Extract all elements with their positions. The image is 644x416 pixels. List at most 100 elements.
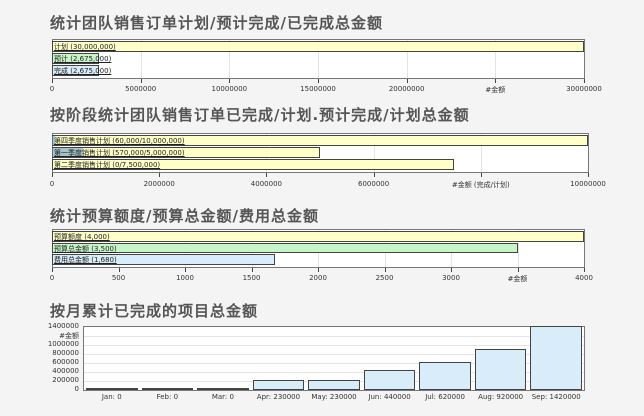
- x-tick-label: 0: [49, 274, 55, 282]
- x-tick-label: 30000000: [566, 85, 602, 93]
- bar: [52, 159, 454, 170]
- tick-mark: [480, 173, 482, 177]
- tick-mark: [52, 268, 53, 272]
- gridline: [140, 40, 142, 78]
- chart-title: 统计团队销售订单计划/预计完成/已完成总金额: [50, 14, 383, 32]
- x-tick-label: 2000000: [143, 180, 175, 188]
- bar: [474, 348, 527, 390]
- tick-mark: [140, 79, 142, 83]
- bar: [530, 326, 582, 390]
- chart-title: 按月累计已完成的项目总金额: [50, 302, 259, 320]
- tick-mark: [318, 79, 319, 83]
- gridline: [84, 336, 584, 337]
- x-tick-label: 0: [49, 180, 55, 188]
- x-tick-label: 1500: [242, 274, 261, 282]
- x-tick-label: 3000: [442, 274, 460, 282]
- bar: [52, 242, 518, 254]
- chart-title: 按阶段统计团队销售订单已完成/计划.预计完成/计划总金额: [50, 106, 470, 124]
- x-tick-label: 2000: [309, 274, 327, 282]
- gridline: [373, 134, 375, 172]
- chart-title: 统计预算额度/预算总金额/费用总金额: [50, 207, 319, 225]
- tick-mark: [266, 173, 268, 177]
- tick-mark: [159, 173, 161, 177]
- tick-mark: [52, 173, 53, 177]
- bar: [197, 388, 249, 390]
- x-tick-label: 15000000: [300, 85, 336, 93]
- gridline: [480, 134, 482, 172]
- bar-label: 第四季度销售计划 (60,000/10,000,000): [54, 137, 185, 145]
- x-tick-label: Jun: 440000: [368, 393, 411, 401]
- x-tick-label: 500: [111, 274, 126, 282]
- bar-label: 计划 (30,000,000): [54, 43, 116, 51]
- x-tick-label: 10000000: [570, 180, 606, 188]
- tick-mark: [588, 173, 589, 177]
- bar-label: 预算总金额 (3,500): [54, 244, 117, 253]
- gridline: [406, 40, 408, 78]
- bar: [52, 65, 100, 76]
- x-tick-label: Mar: 0: [211, 393, 234, 401]
- gridline: [318, 40, 319, 78]
- bar-label: 第二季度销售计划 (0/7,500,000): [54, 161, 161, 169]
- tick-mark: [384, 268, 386, 272]
- bar: [141, 388, 194, 390]
- gridline: [229, 40, 231, 78]
- completed-bar: [52, 136, 56, 145]
- tick-mark: [251, 268, 253, 272]
- x-tick-label: Jul: 620000: [425, 393, 465, 401]
- x-tick-label: 20000000: [388, 85, 425, 93]
- gridline: [84, 354, 584, 355]
- gridline: [517, 230, 519, 267]
- tick-mark: [406, 79, 408, 83]
- bar-label: 第一季度销售计划 (570,000/5,000,000): [54, 149, 185, 157]
- bar: [52, 231, 584, 242]
- x-tick-label: Aug: 920000: [478, 393, 524, 401]
- bar-label: 预算额度 (4,000): [54, 233, 110, 241]
- x-tick-label: #金额: [507, 275, 528, 283]
- bar: [52, 41, 584, 52]
- x-tick-label: 4000000: [250, 180, 282, 188]
- x-tick-label: Sep: 1420000: [531, 393, 581, 401]
- x-tick-label: Feb: 0: [156, 393, 179, 401]
- bar-label: 预计 (2,675,000): [54, 55, 112, 63]
- y-tick-label: 600000: [52, 358, 79, 366]
- tick-mark: [517, 268, 519, 272]
- x-tick-label: 4000: [575, 274, 593, 282]
- bar-label: 费用总金额 (1,680): [54, 256, 117, 265]
- x-tick-label: 5000000: [125, 85, 157, 93]
- x-tick-label: 0: [49, 85, 55, 93]
- y-tick-label: 1000000: [47, 340, 79, 348]
- tick-mark: [584, 268, 585, 272]
- y-tick-label: 200000: [52, 376, 79, 384]
- y-tick-label: #金额: [59, 332, 79, 340]
- tick-mark: [185, 268, 186, 272]
- y-tick-label: 800000: [52, 349, 79, 357]
- tick-mark: [318, 268, 319, 272]
- x-tick-label: #金额 (完成/计划): [451, 181, 510, 189]
- x-tick-label: #金额: [485, 86, 506, 94]
- x-tick-label: 2500: [375, 274, 394, 282]
- x-tick-label: 1000: [176, 274, 194, 282]
- y-tick-label: 1400000: [47, 322, 79, 330]
- tick-mark: [373, 173, 375, 177]
- gridline: [84, 372, 584, 373]
- gridline: [84, 345, 584, 346]
- tick-mark: [118, 268, 120, 272]
- bar-label: 完成 (2,675,000): [54, 67, 112, 75]
- x-tick-label: 10000000: [211, 85, 248, 93]
- x-tick-label: May: 230000: [311, 393, 357, 401]
- bar: [52, 254, 276, 265]
- y-tick-label: 400000: [52, 367, 79, 375]
- gridline: [495, 40, 497, 78]
- tick-mark: [584, 79, 585, 83]
- bar: [86, 388, 138, 390]
- x-tick-label: Jan: 0: [101, 393, 122, 401]
- y-tick-label: 0: [74, 385, 79, 393]
- x-tick-label: Apr: 230000: [256, 393, 301, 401]
- completed-bar: [52, 148, 83, 157]
- tick-mark: [52, 79, 53, 83]
- bar: [419, 362, 471, 390]
- bar: [308, 379, 360, 390]
- tick-mark: [451, 268, 452, 272]
- bar: [363, 370, 416, 390]
- tick-mark: [495, 79, 497, 83]
